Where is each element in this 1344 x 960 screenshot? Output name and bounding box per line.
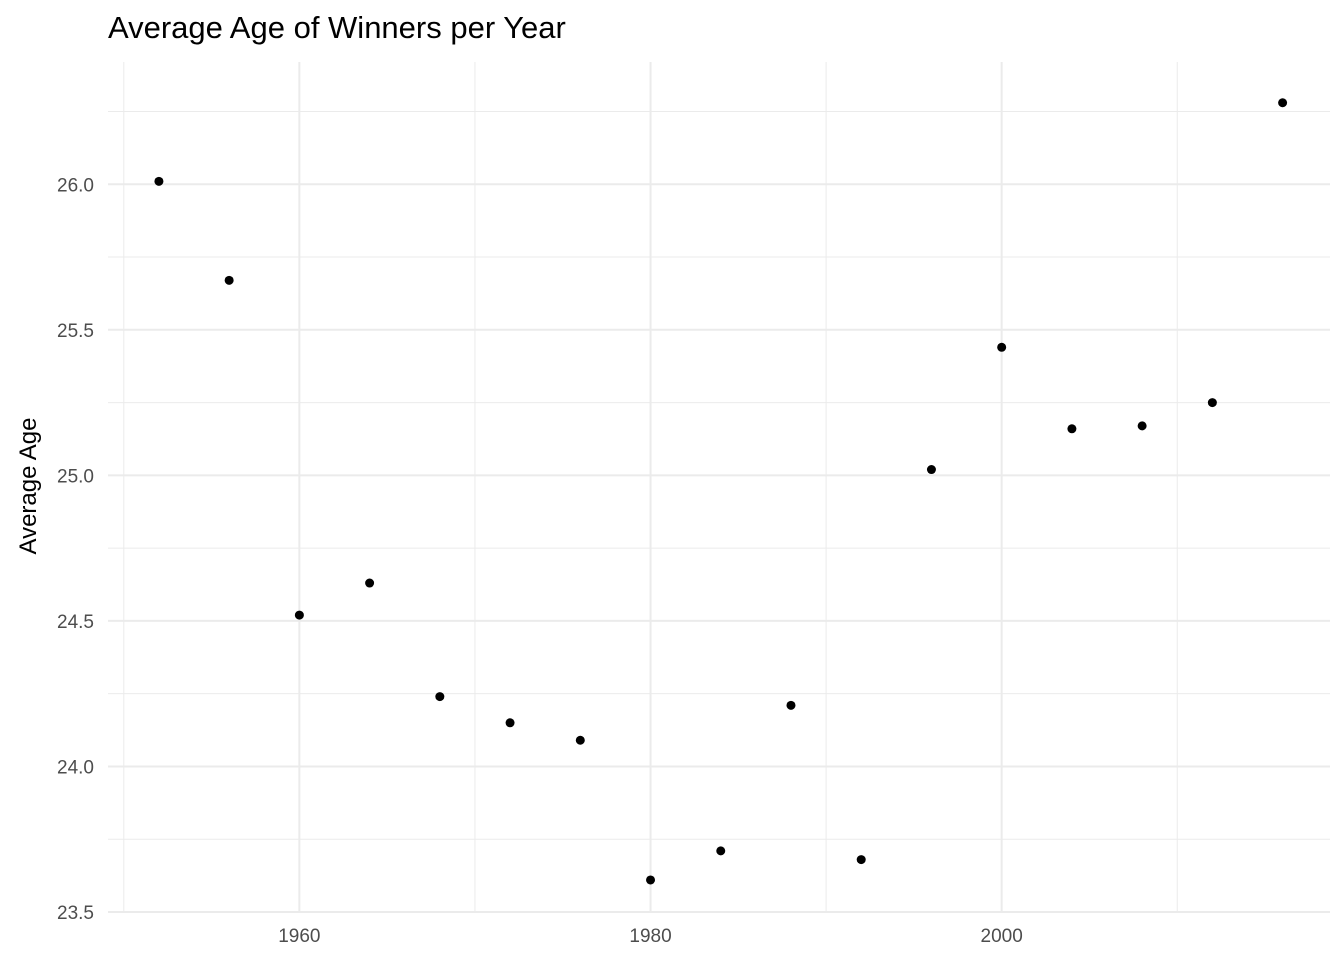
data-point	[224, 275, 234, 285]
data-point	[294, 610, 304, 620]
data-point	[365, 578, 375, 588]
data-point	[1207, 398, 1217, 408]
y-tick-label: 23.5	[57, 903, 94, 924]
data-point	[997, 342, 1007, 352]
y-tick-label: 25.0	[57, 466, 94, 487]
y-tick-label: 26.0	[57, 175, 94, 196]
data-point	[435, 692, 445, 702]
data-point	[716, 846, 726, 856]
data-points	[154, 98, 1288, 885]
x-axis-tick-labels: 1960 1980 2000	[278, 926, 1023, 947]
data-point	[926, 465, 936, 475]
data-point	[786, 700, 796, 710]
y-tick-label: 25.5	[57, 321, 94, 342]
data-point	[575, 735, 585, 745]
minor-gridlines	[108, 62, 1330, 912]
data-point	[856, 855, 866, 865]
data-point	[154, 176, 164, 186]
data-point	[1137, 421, 1147, 431]
y-axis-title: Average Age	[15, 417, 42, 554]
chart-title: Average Age of Winners per Year	[108, 10, 566, 45]
data-point	[1278, 98, 1288, 108]
y-tick-label: 24.5	[57, 612, 94, 633]
x-tick-label: 1960	[278, 926, 320, 947]
x-tick-label: 2000	[981, 926, 1023, 947]
x-tick-label: 1980	[629, 926, 671, 947]
y-tick-label: 24.0	[57, 757, 94, 778]
y-axis-tick-labels: 23.5 24.0 24.5 25.0 25.5 26.0	[57, 175, 94, 924]
data-point	[1067, 424, 1077, 434]
data-point	[646, 875, 656, 885]
major-gridlines	[108, 62, 1330, 913]
data-point	[505, 718, 515, 728]
